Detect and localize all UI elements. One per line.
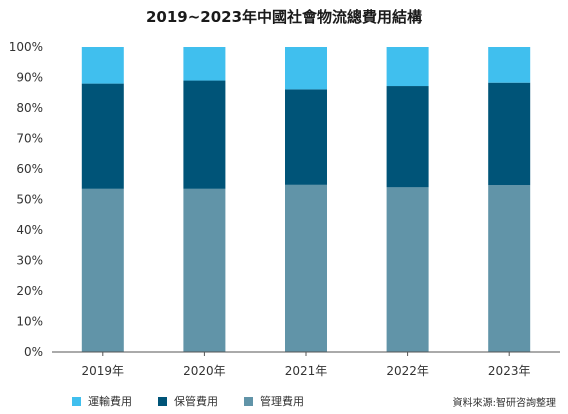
x-tick-label: 2022年 — [386, 364, 429, 378]
bar-segment — [285, 89, 327, 185]
legend-label-transport: 運輸費用 — [88, 395, 132, 408]
legend-item-management: 管理費用 — [244, 393, 304, 409]
legend-swatch-storage — [158, 396, 167, 406]
bar-segment — [488, 82, 531, 186]
bar-group — [81, 47, 531, 352]
legend-swatch-management — [244, 396, 253, 406]
bar-segment — [488, 47, 531, 83]
bar-segment — [81, 47, 124, 84]
y-tick-label: 50% — [16, 193, 43, 207]
y-axis: 0% 10% 20% 30% 40% 50% 60% 70% 80% 90% 100% — [9, 40, 43, 359]
y-tick-label: 60% — [16, 162, 43, 176]
legend-label-management: 管理費用 — [260, 395, 304, 408]
bar-segment — [81, 188, 124, 352]
source-note: 資料來源:智研咨詢整理 — [452, 398, 556, 409]
y-tick-label: 20% — [16, 284, 43, 298]
x-tick-label: 2020年 — [183, 364, 226, 378]
y-tick-label: 10% — [16, 315, 43, 329]
x-tick-label: 2023年 — [488, 364, 531, 378]
y-tick-label: 40% — [16, 223, 43, 237]
chart-title: 2019~2023年中國社會物流總費用結構 — [145, 8, 423, 26]
bar-segment — [386, 187, 429, 352]
legend-label-storage: 保管費用 — [174, 395, 218, 408]
bar-segment — [488, 185, 531, 352]
y-tick-label: 90% — [16, 71, 43, 85]
y-tick-label: 80% — [16, 101, 43, 115]
legend: 運輸費用 保管費用 管理費用 — [72, 393, 304, 409]
legend-item-transport: 運輸費用 — [72, 393, 132, 409]
y-tick-label: 100% — [9, 40, 43, 54]
legend-swatch-transport — [72, 396, 81, 406]
bar-segment — [386, 86, 429, 188]
bar-segment — [183, 80, 226, 189]
bar-segment — [183, 47, 226, 81]
bar-segment — [386, 47, 429, 87]
y-tick-label: 0% — [24, 345, 43, 359]
bar-segment — [285, 47, 327, 90]
x-axis: 2019年 2020年 2021年 2022年 2023年 — [52, 351, 560, 378]
bar-segment — [81, 83, 124, 189]
bar-segment — [183, 188, 226, 352]
x-tick-label: 2019年 — [82, 364, 125, 378]
y-tick-label: 70% — [16, 132, 43, 146]
legend-item-storage: 保管費用 — [158, 393, 218, 409]
y-tick-label: 30% — [16, 254, 43, 268]
bar-segment — [285, 184, 327, 352]
x-tick-label: 2021年 — [285, 364, 328, 378]
